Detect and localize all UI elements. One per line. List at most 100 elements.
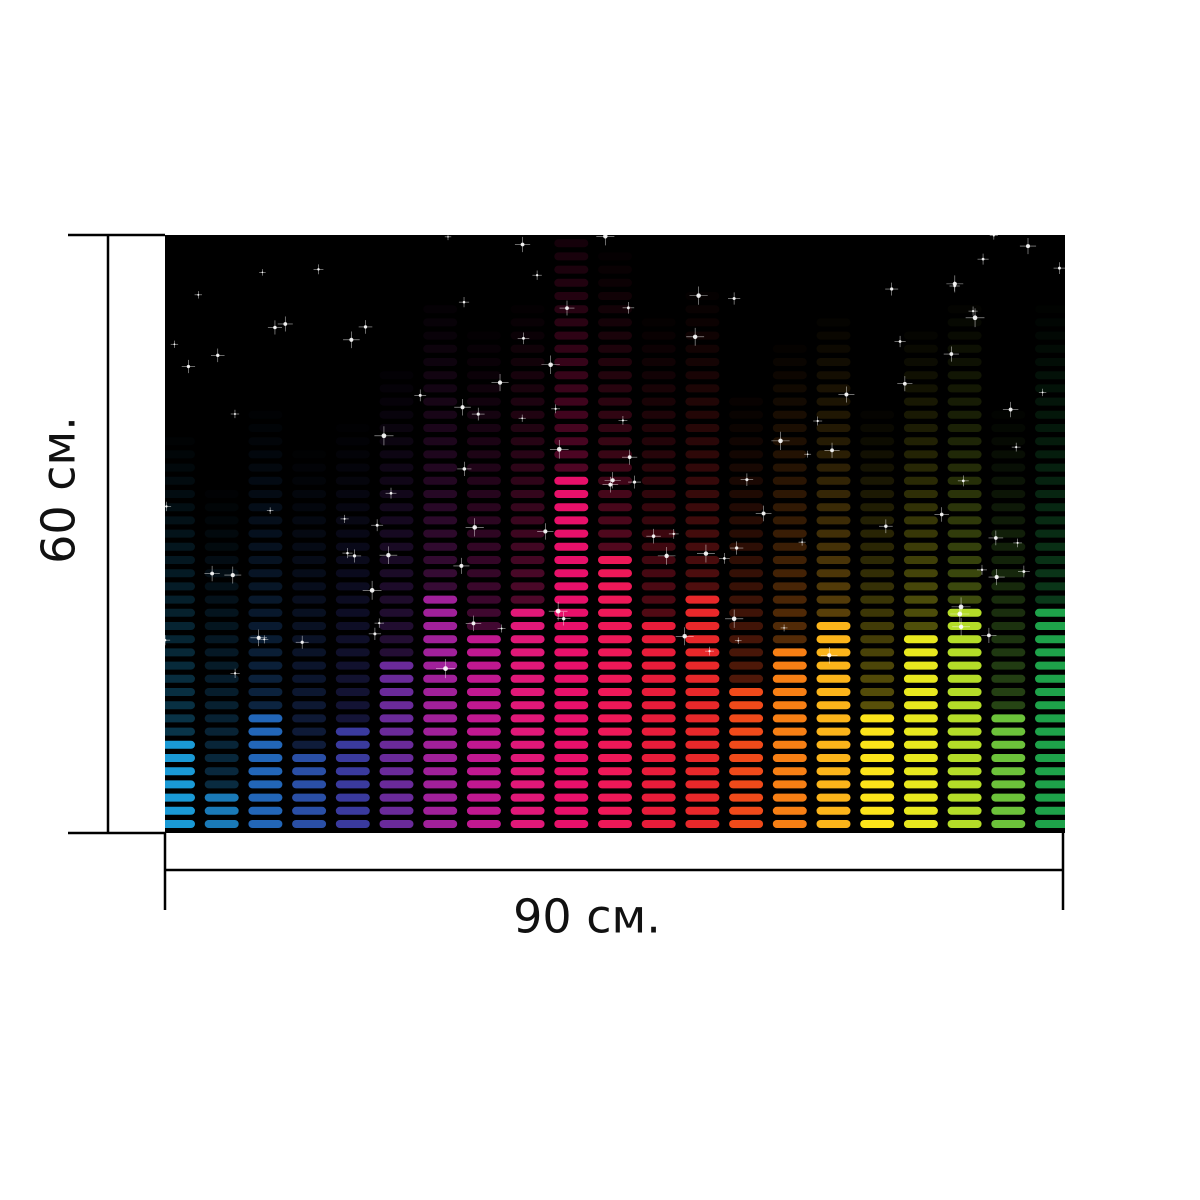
equalizer-segment bbox=[729, 490, 764, 498]
equalizer-segment bbox=[335, 608, 370, 617]
equalizer-segment bbox=[423, 450, 458, 459]
equalizer-segment bbox=[510, 780, 545, 789]
equalizer-segment bbox=[991, 622, 1026, 630]
equalizer-segment bbox=[165, 767, 195, 776]
equalizer-segment bbox=[991, 674, 1026, 683]
equalizer-segment bbox=[165, 648, 195, 657]
equalizer-segment bbox=[685, 648, 720, 657]
equalizer-segment bbox=[248, 476, 283, 485]
equalizer-segment bbox=[554, 278, 589, 287]
equalizer-segment bbox=[947, 542, 982, 551]
equalizer-segment bbox=[510, 674, 545, 683]
equalizer-segment bbox=[903, 410, 938, 419]
equalizer-segment bbox=[772, 608, 807, 617]
equalizer-segment bbox=[947, 674, 982, 683]
equalizer-segment bbox=[641, 582, 676, 591]
equalizer-segment bbox=[292, 608, 327, 617]
equalizer-segment bbox=[598, 754, 632, 762]
equalizer-segment bbox=[991, 661, 1026, 670]
equalizer-segment bbox=[510, 437, 545, 446]
equalizer-segment bbox=[379, 516, 414, 525]
equalizer-segment bbox=[466, 582, 501, 591]
equalizer-segment bbox=[860, 529, 895, 538]
equalizer-segment bbox=[947, 503, 982, 512]
equalizer-segment bbox=[248, 411, 282, 419]
equalizer-segment bbox=[991, 635, 1026, 644]
equalizer-segment bbox=[554, 410, 589, 419]
equalizer-segment bbox=[685, 529, 720, 538]
equalizer-segment bbox=[335, 463, 370, 472]
equalizer-segment bbox=[947, 595, 982, 604]
equalizer-segment bbox=[554, 754, 589, 762]
equalizer-segment bbox=[903, 384, 938, 393]
equalizer-segment bbox=[204, 582, 239, 591]
equalizer-segment bbox=[1035, 727, 1065, 736]
equalizer-segment bbox=[554, 331, 589, 340]
equalizer-segment bbox=[991, 424, 1026, 432]
equalizer-segment bbox=[204, 529, 239, 538]
equalizer-segment bbox=[292, 503, 327, 512]
equalizer-segment bbox=[641, 384, 676, 393]
equalizer-segment bbox=[816, 410, 851, 419]
equalizer-segment bbox=[685, 450, 720, 459]
equalizer-segment bbox=[903, 450, 938, 459]
equalizer-segment bbox=[423, 569, 458, 578]
equalizer-segment bbox=[685, 344, 720, 353]
equalizer-segment bbox=[991, 542, 1026, 551]
equalizer-segment bbox=[1035, 410, 1065, 419]
equalizer-segment bbox=[335, 450, 370, 459]
equalizer-segment bbox=[379, 556, 414, 564]
equalizer-segment bbox=[598, 476, 632, 485]
equalizer-segment bbox=[860, 648, 895, 657]
equalizer-segment bbox=[1035, 754, 1065, 762]
equalizer-segment bbox=[248, 622, 283, 630]
equalizer-segment bbox=[685, 542, 720, 551]
equalizer-segment bbox=[860, 740, 895, 749]
equalizer-segment bbox=[554, 727, 589, 736]
equalizer-segment bbox=[165, 582, 195, 591]
equalizer-segment bbox=[729, 780, 764, 789]
equalizer-segment bbox=[772, 516, 807, 525]
equalizer-segment bbox=[510, 622, 545, 630]
equalizer-segment bbox=[860, 490, 895, 498]
equalizer-segment bbox=[335, 582, 370, 591]
equalizer-segment bbox=[1035, 490, 1065, 498]
equalizer-segment bbox=[641, 635, 676, 644]
equalizer-segment bbox=[204, 688, 239, 696]
equalizer-segment bbox=[903, 569, 938, 578]
equalizer-segment bbox=[165, 490, 195, 498]
equalizer-segment bbox=[379, 820, 414, 828]
equalizer-segment bbox=[466, 635, 501, 644]
equalizer-segment bbox=[729, 701, 764, 710]
equalizer-segment bbox=[335, 780, 370, 789]
equalizer-segment bbox=[816, 727, 851, 736]
equalizer-segment bbox=[510, 371, 545, 380]
equalizer-segment bbox=[860, 806, 895, 815]
equalizer-segment bbox=[510, 569, 545, 578]
equalizer-segment bbox=[510, 516, 545, 525]
equalizer-segment bbox=[510, 648, 545, 657]
equalizer-segment bbox=[1035, 344, 1065, 353]
equalizer-segment bbox=[598, 397, 632, 406]
equalizer-segment bbox=[641, 608, 676, 617]
equalizer-segment bbox=[423, 542, 458, 551]
equalizer-segment bbox=[554, 793, 589, 802]
equalizer-segment bbox=[379, 780, 414, 789]
equalizer-segment bbox=[903, 701, 938, 710]
equalizer-segment bbox=[947, 384, 982, 393]
equalizer-segment bbox=[641, 437, 676, 446]
equalizer-segment bbox=[598, 674, 632, 683]
equalizer-segment bbox=[554, 252, 589, 261]
equalizer-segment bbox=[423, 635, 458, 644]
equalizer-segment bbox=[598, 529, 632, 538]
equalizer-segment bbox=[903, 358, 938, 366]
equalizer-segment bbox=[292, 556, 327, 564]
equalizer-segment bbox=[165, 727, 195, 736]
equalizer-segment bbox=[641, 410, 676, 419]
equalizer-segment bbox=[423, 582, 458, 591]
equalizer-segment bbox=[204, 714, 239, 723]
equalizer-segment bbox=[379, 806, 414, 815]
equalizer-segment bbox=[510, 556, 545, 564]
equalizer-segment bbox=[816, 582, 851, 591]
